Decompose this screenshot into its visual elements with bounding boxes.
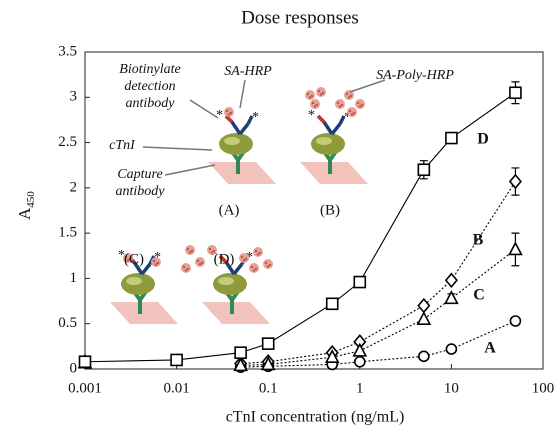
x-axis-label: cTnI concentration (ng/mL) [226,409,405,426]
x-tick-label: 0.001 [68,380,102,396]
x-tick-label: 10 [444,380,459,396]
y-axis-label: A450 [15,191,37,220]
hrp [185,245,195,255]
series-line [240,249,516,366]
hrp [310,99,320,109]
annotation: SA-HRP [224,64,272,79]
marker [445,343,458,355]
series-label: C [473,287,485,304]
hrp [239,253,249,263]
y-tick-label: 2.5 [58,134,77,150]
marker [261,337,275,350]
y-tick-label: 3.5 [58,43,77,59]
marker [508,173,522,190]
hrp [249,263,259,273]
marker [444,272,458,288]
hrp [347,107,357,117]
marker [233,357,248,372]
marker [508,241,523,256]
hrp [263,259,273,269]
annotation: (A) [219,202,240,218]
assay-d [200,246,272,326]
marker [444,290,459,305]
marker [324,348,340,364]
hrp [224,107,234,117]
annotation: (C) [124,251,144,267]
marker [325,297,339,311]
series-label: B [473,232,484,249]
marker [353,355,366,368]
marker [445,131,458,145]
hrp [195,257,205,267]
hrp [335,99,345,109]
y-tick-label: 2 [70,179,78,195]
annotation: SA-Poly-HRP [376,68,454,83]
annotation: antibody [126,96,176,111]
marker [234,346,247,359]
marker [260,356,276,371]
marker [418,350,430,363]
annotation: antibody [116,184,166,199]
series-label: A [484,340,496,357]
marker [170,353,183,367]
hrp [355,99,365,109]
marker [509,315,522,327]
marker [417,297,431,314]
y-tick-label: 1.5 [58,225,77,241]
chart-title: Dose responses [241,7,359,28]
y-tick-label: 3 [70,89,78,105]
marker [416,310,432,325]
marker [352,342,368,357]
annotation: cTnI [109,138,136,153]
marker [353,275,367,289]
y-axis-label-main: A [15,207,34,220]
assay-a [206,106,278,186]
annotation: detection [124,79,175,94]
marker [509,86,522,100]
x-tick-label: 0.01 [163,380,189,396]
hrp [181,263,191,273]
marker [78,355,92,369]
y-tick-label: 0 [70,360,78,376]
hrp [316,87,326,97]
x-tick-label: 100 [532,380,555,396]
annotation: Capture [117,167,162,182]
assay-b [298,106,370,186]
arrows [142,79,386,176]
annotation: (B) [320,202,340,218]
x-tick-label: 0.1 [259,380,278,396]
y-tick-label: 0.5 [58,315,77,331]
series-label: D [477,131,489,148]
plot-frame [84,51,544,370]
annotation: Biotinylate [119,62,180,77]
hrp [151,257,161,267]
y-tick-label: 1 [70,270,78,286]
assay-c [108,246,180,326]
hrp [253,247,263,257]
y-axis-label-sub: 450 [25,191,37,208]
series-line [240,181,516,365]
hrp [305,90,315,100]
illustration [108,79,386,326]
marker [417,163,431,177]
annotation: (D) [214,251,235,267]
x-tick-label: 1 [356,380,364,396]
